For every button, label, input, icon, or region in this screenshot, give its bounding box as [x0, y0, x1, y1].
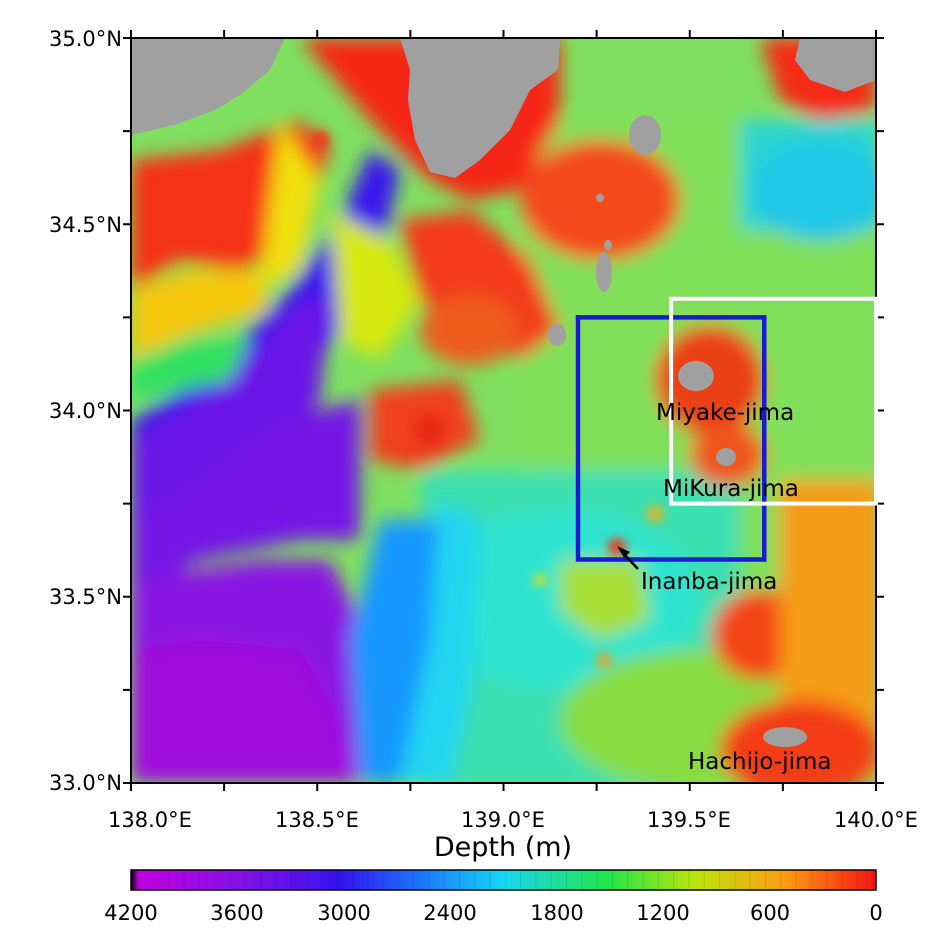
y-axis-labels: 35.0°N 34.5°N 34.0°N 33.5°N 33.0°N	[49, 27, 122, 795]
x-tick-label-140.0: 140.0°E	[834, 808, 918, 832]
y-tick-label-33.0: 33.0°N	[49, 771, 122, 795]
colorbar-tick-3000: 3000	[317, 901, 370, 925]
x-tick-label-138.5: 138.5°E	[275, 808, 359, 832]
colorbar-tick-2400: 2400	[423, 901, 476, 925]
depth-field	[131, 38, 876, 783]
inanba-arrow	[617, 546, 639, 570]
colorbar-title: Depth (m)	[434, 832, 572, 863]
colorbar-tick-1200: 1200	[636, 901, 689, 925]
depth-colorbar	[130, 869, 877, 891]
x-axis-labels: 138.0°E 138.5°E 139.0°E 139.5°E 140.0°E	[108, 808, 918, 832]
inanba-jima-label: Inanba-jima	[641, 569, 777, 595]
land-masses	[131, 38, 876, 747]
y-tick-label-35.0: 35.0°N	[49, 27, 122, 51]
colorbar-tick-3600: 3600	[210, 901, 263, 925]
white-study-region-box	[669, 296, 878, 506]
y-tick-label-34.0: 34.0°N	[49, 399, 122, 423]
x-tick-label-139.0: 139.0°E	[461, 808, 545, 832]
miyake-jima-label: Miyake-jima	[656, 400, 794, 426]
frame-ticks	[123, 30, 884, 791]
x-tick-label-138.0: 138.0°E	[108, 808, 192, 832]
colorbar-tick-1800: 1800	[530, 901, 583, 925]
hachijo-jima-label: Hachijo-jima	[688, 749, 831, 775]
colorbar-tick-4200: 4200	[104, 901, 157, 925]
y-tick-label-33.5: 33.5°N	[49, 585, 122, 609]
mikura-jima-label: MiKura-jima	[663, 476, 799, 502]
x-tick-label-139.5: 139.5°E	[647, 808, 731, 832]
colorbar-tick-600: 600	[750, 901, 790, 925]
y-tick-label-34.5: 34.5°N	[49, 213, 122, 237]
colorbar-tick-labels: 4200 3600 3000 2400 1800 1200 600 0	[104, 901, 882, 925]
colorbar-tick-0: 0	[869, 901, 882, 925]
